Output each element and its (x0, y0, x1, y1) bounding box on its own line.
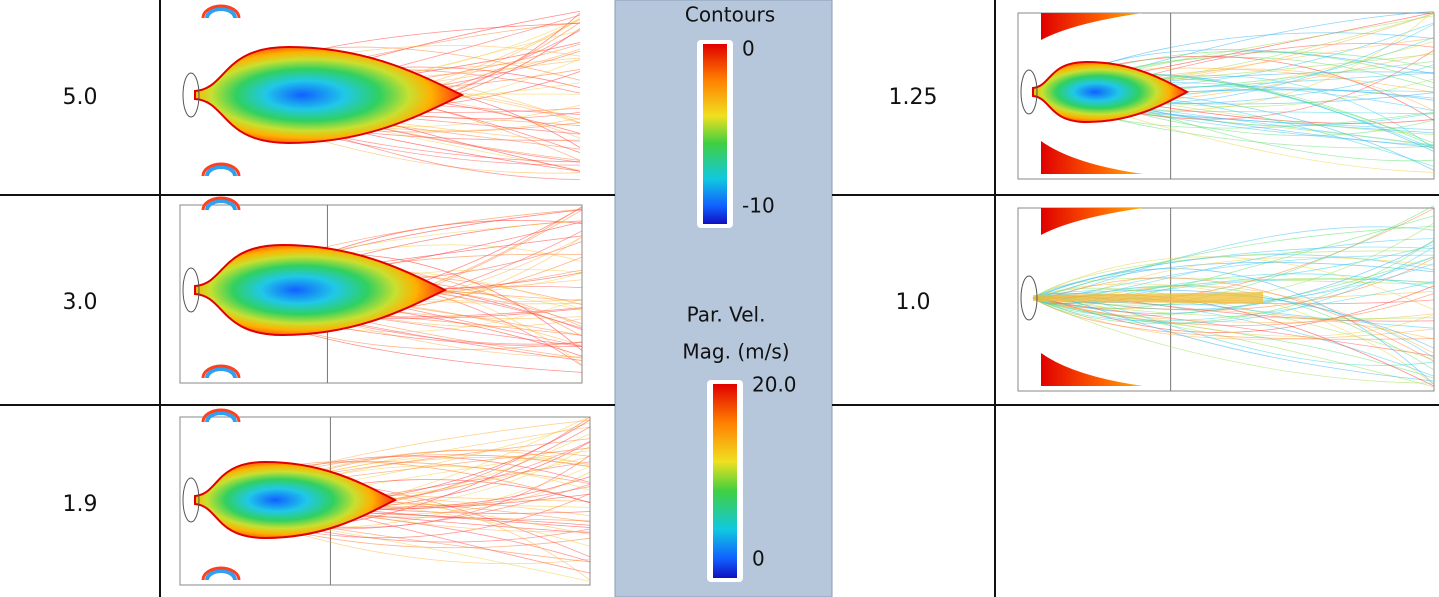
row-label: 1.0 (896, 290, 931, 315)
colorbar-label: 0 (752, 547, 765, 571)
wall-film (1041, 208, 1143, 235)
wall-film (1041, 13, 1143, 40)
row-label: 1.25 (889, 85, 938, 110)
colorbar-label: 0 (742, 37, 755, 61)
wall-film (1041, 353, 1143, 386)
wall-film (1041, 141, 1143, 174)
simulation-image (183, 6, 580, 179)
wall-ring (207, 571, 235, 580)
row-label: 1.9 (63, 492, 98, 517)
colorbar-label: -10 (742, 194, 775, 218)
spray-plume (195, 462, 395, 538)
wall-ring (207, 369, 235, 378)
wall-ring (207, 9, 235, 18)
legend-title: Mag. (m/s) (682, 340, 789, 364)
wall-ring (207, 167, 235, 176)
legend-title: Contours (685, 3, 775, 27)
colorbar (713, 384, 737, 578)
simulation-image (1018, 206, 1434, 391)
streakline (1033, 293, 1434, 365)
row-label: 3.0 (63, 290, 98, 315)
colorbar-label: 20.0 (752, 373, 797, 397)
simulation-image (180, 198, 582, 383)
simulation-image (1018, 11, 1434, 179)
figure: Contours 0 -10 Par. Vel. Mag. (m/s) 20.0… (0, 0, 1439, 597)
legend-title: Par. Vel. (687, 303, 766, 327)
colorbar (703, 44, 727, 224)
spray-plume (195, 47, 462, 143)
row-label: 5.0 (63, 85, 98, 110)
simulation-image (180, 410, 590, 585)
